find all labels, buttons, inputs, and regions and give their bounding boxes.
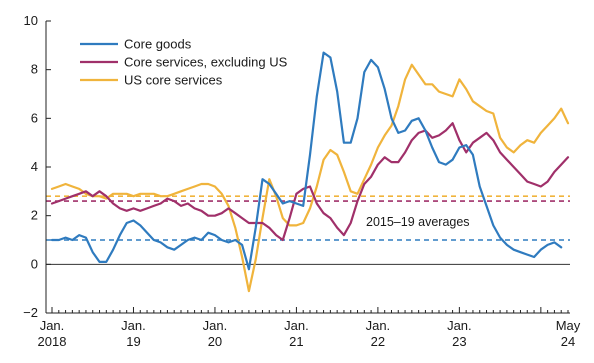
- y-tick-label: 4: [31, 159, 38, 174]
- x-tick-label-year: 21: [289, 334, 303, 349]
- y-tick-label: 6: [31, 110, 38, 125]
- legend-label-1: Core goods: [124, 37, 192, 52]
- series-line-3: [50, 63, 570, 293]
- x-tick-label-year: 20: [208, 334, 222, 349]
- x-tick-label-year: 22: [371, 334, 385, 349]
- series-line-1: [50, 51, 563, 271]
- averages-annotation: 2015–19 averages: [366, 215, 470, 229]
- legend-label-2: Core services, excluding US: [124, 55, 288, 70]
- legend-label-3: US core services: [124, 73, 223, 88]
- legend: Core goods Core services, excluding US US …: [80, 37, 288, 88]
- x-tick-label-year: 2018: [38, 334, 67, 349]
- y-tick-label: 10: [24, 13, 38, 28]
- x-tick-label: May: [556, 318, 581, 333]
- y-tick-label: 8: [31, 62, 38, 77]
- x-tick-label-year: 19: [126, 334, 140, 349]
- x-tick-label-year: 24: [561, 334, 575, 349]
- series-line-2: [50, 122, 570, 242]
- x-tick-label-year: 23: [452, 334, 466, 349]
- axes: −20246810Jan.2018Jan.19Jan.20Jan.21Jan.2…: [23, 13, 581, 349]
- x-tick-label: Jan.: [203, 318, 228, 333]
- y-tick-label: 2: [31, 208, 38, 223]
- x-tick-label: Jan.: [447, 318, 472, 333]
- y-tick-label: −2: [23, 305, 38, 320]
- y-tick-label: 0: [31, 256, 38, 271]
- x-tick-label: Jan.: [284, 318, 309, 333]
- x-tick-label: Jan.: [121, 318, 146, 333]
- x-tick-label: Jan.: [366, 318, 391, 333]
- x-tick-label: Jan.: [40, 318, 65, 333]
- series-lines: [50, 51, 570, 293]
